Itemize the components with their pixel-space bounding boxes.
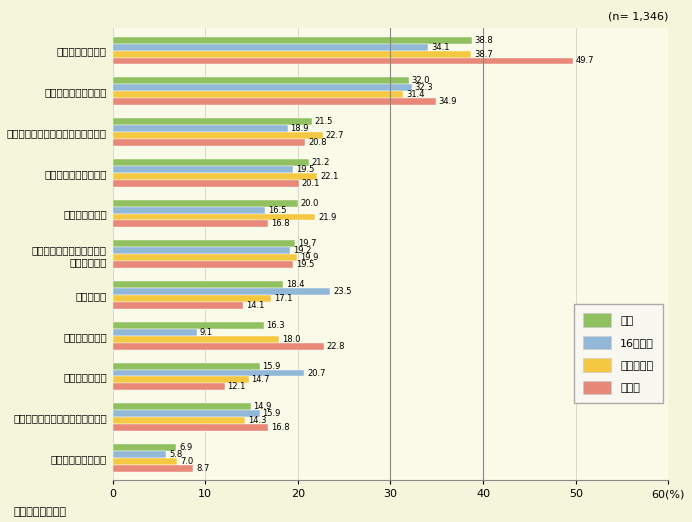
Text: 38.8: 38.8 (475, 35, 493, 45)
Text: 22.8: 22.8 (327, 341, 345, 351)
Text: 20.7: 20.7 (307, 369, 325, 377)
Text: 19.5: 19.5 (296, 165, 314, 174)
Bar (113, 77, 409, 85)
Text: 32.0: 32.0 (412, 76, 430, 86)
Bar (113, 342, 324, 350)
Bar (113, 166, 293, 173)
Bar (113, 207, 265, 213)
Bar (113, 118, 311, 125)
Bar (113, 213, 316, 220)
Bar (113, 132, 322, 139)
Text: 20.0: 20.0 (300, 199, 319, 208)
Text: 31.4: 31.4 (406, 90, 425, 99)
Bar (113, 247, 291, 254)
Legend: 総数, 16大都市, その他の市, 町・村: 総数, 16大都市, その他の市, 町・村 (574, 304, 663, 403)
Bar (113, 424, 268, 431)
Bar (113, 458, 177, 465)
Text: 18.4: 18.4 (286, 280, 304, 289)
Bar (113, 302, 243, 309)
Text: 22.7: 22.7 (325, 131, 344, 140)
Text: 16.3: 16.3 (266, 321, 285, 330)
Text: 8.7: 8.7 (196, 464, 209, 473)
Bar (113, 125, 288, 132)
Text: 19.7: 19.7 (298, 240, 316, 248)
Text: 20.8: 20.8 (308, 138, 327, 147)
Bar (113, 465, 193, 472)
Bar (113, 451, 166, 458)
Bar (113, 444, 176, 451)
Text: 15.9: 15.9 (262, 409, 281, 418)
Text: 21.2: 21.2 (311, 158, 330, 167)
Text: 19.5: 19.5 (296, 260, 314, 269)
Text: 34.9: 34.9 (439, 97, 457, 106)
Text: 49.7: 49.7 (576, 56, 594, 65)
Bar (113, 322, 264, 329)
Text: 16.8: 16.8 (271, 219, 289, 229)
Bar (113, 173, 317, 180)
Text: 5.8: 5.8 (169, 450, 182, 459)
Text: 9.1: 9.1 (199, 328, 212, 337)
Bar (113, 261, 293, 268)
Bar (113, 329, 197, 336)
Bar (113, 57, 573, 64)
Text: 34.1: 34.1 (431, 43, 450, 52)
Text: (n= 1,346): (n= 1,346) (608, 11, 668, 21)
Text: 19.2: 19.2 (293, 246, 311, 255)
Text: 14.9: 14.9 (253, 402, 272, 411)
Bar (113, 85, 412, 91)
Bar (113, 404, 251, 410)
Bar (113, 417, 245, 424)
Bar (113, 98, 436, 105)
Text: 16.8: 16.8 (271, 423, 289, 432)
Text: 15.9: 15.9 (262, 362, 281, 371)
Bar (113, 384, 225, 390)
Text: 21.5: 21.5 (314, 117, 333, 126)
Text: 20.1: 20.1 (302, 179, 320, 188)
Text: 22.1: 22.1 (320, 172, 338, 181)
Text: 14.1: 14.1 (246, 301, 264, 310)
Bar (113, 288, 330, 295)
Text: 資料）国土交通省: 資料）国土交通省 (14, 507, 67, 517)
Text: 32.3: 32.3 (415, 84, 433, 92)
Bar (113, 37, 472, 44)
Bar (113, 44, 428, 51)
Bar (113, 376, 248, 384)
Bar (113, 180, 299, 187)
Text: 16.5: 16.5 (268, 206, 286, 215)
Text: 6.9: 6.9 (179, 443, 192, 452)
Text: 38.7: 38.7 (474, 50, 493, 58)
Text: 12.1: 12.1 (228, 383, 246, 392)
Text: 7.0: 7.0 (180, 457, 193, 466)
Text: 14.7: 14.7 (251, 375, 270, 384)
Text: 14.3: 14.3 (248, 416, 266, 425)
Bar (113, 370, 304, 376)
Text: 18.0: 18.0 (282, 335, 300, 343)
Bar (113, 241, 295, 247)
Text: 19.9: 19.9 (300, 253, 318, 262)
Bar (113, 159, 309, 166)
Bar (113, 254, 297, 261)
Bar (113, 91, 403, 98)
Bar (113, 410, 260, 417)
Text: 18.9: 18.9 (291, 124, 309, 133)
Bar (113, 281, 283, 288)
Bar (113, 200, 298, 207)
Bar (113, 295, 271, 302)
Text: 17.1: 17.1 (274, 294, 292, 303)
Bar (113, 139, 305, 146)
Bar (113, 220, 268, 228)
Text: 23.5: 23.5 (333, 287, 352, 296)
Bar (113, 336, 280, 342)
Bar (113, 363, 260, 370)
Bar (113, 51, 471, 57)
Text: 21.9: 21.9 (318, 212, 336, 221)
